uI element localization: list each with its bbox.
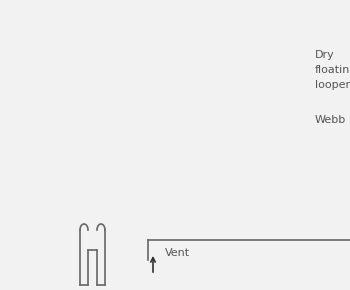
Text: looper: looper: [315, 80, 350, 90]
Text: Vent: Vent: [165, 248, 190, 258]
Text: floating: floating: [315, 65, 350, 75]
Text: Webb: Webb: [315, 115, 346, 125]
Text: Dry: Dry: [315, 50, 335, 60]
